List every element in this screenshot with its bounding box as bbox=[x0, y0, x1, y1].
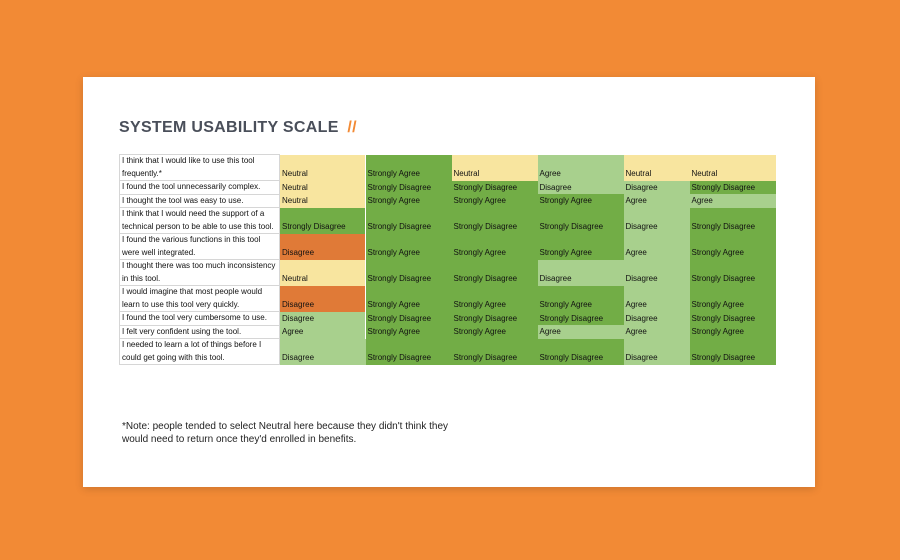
page-title: SYSTEM USABILITY SCALE // bbox=[119, 119, 357, 137]
response-cell: Neutral bbox=[689, 154, 776, 181]
response-cell: Strongly Agree bbox=[537, 285, 624, 312]
response-cell: Strongly Agree bbox=[537, 194, 624, 208]
response-cell: Strongly Disagree bbox=[451, 338, 538, 365]
response-cell: Strongly Disagree bbox=[451, 259, 538, 286]
response-cell: Strongly Agree bbox=[451, 285, 538, 312]
response-cell: Strongly Agree bbox=[689, 285, 776, 312]
response-cell: Disagree bbox=[623, 311, 690, 325]
question-cell: I would imagine that most people would l… bbox=[119, 285, 280, 312]
question-cell: I needed to learn a lot of things before… bbox=[119, 338, 280, 365]
response-cell: Disagree bbox=[537, 180, 624, 194]
response-cell: Strongly Disagree bbox=[451, 311, 538, 325]
table-row: I thought the tool was easy to use. Neutr… bbox=[119, 193, 776, 208]
table-row: I thought there was too much inconsisten… bbox=[119, 259, 776, 286]
response-cell: Strongly Agree bbox=[365, 325, 452, 339]
response-cell: Strongly Agree bbox=[451, 194, 538, 208]
response-cell: Disagree bbox=[623, 180, 690, 194]
response-cell: Disagree bbox=[279, 338, 366, 365]
table-row: I needed to learn a lot of things before… bbox=[119, 338, 776, 365]
response-cell: Agree bbox=[623, 233, 690, 260]
response-cell: Agree bbox=[623, 285, 690, 312]
response-cell: Strongly Disagree bbox=[451, 207, 538, 234]
table-row: I found the various functions in this to… bbox=[119, 233, 776, 260]
response-cell: Disagree bbox=[623, 259, 690, 286]
question-cell: I thought the tool was easy to use. bbox=[119, 193, 280, 208]
response-cell: Strongly Disagree bbox=[365, 259, 452, 286]
response-cell: Strongly Agree bbox=[451, 233, 538, 260]
question-cell: I think that I would need the support of… bbox=[119, 207, 280, 234]
question-cell: I thought there was too much inconsisten… bbox=[119, 259, 280, 286]
response-cell: Neutral bbox=[623, 154, 690, 181]
response-cell: Strongly Disagree bbox=[537, 207, 624, 234]
question-cell: I think that I would like to use this to… bbox=[119, 154, 280, 181]
table-row: I would imagine that most people would l… bbox=[119, 285, 776, 312]
response-cell: Neutral bbox=[451, 154, 538, 181]
response-cell: Strongly Disagree bbox=[537, 338, 624, 365]
question-cell: I found the various functions in this to… bbox=[119, 233, 280, 260]
title-accent: // bbox=[347, 119, 357, 136]
response-cell: Agree bbox=[279, 325, 366, 339]
response-cell: Agree bbox=[537, 325, 624, 339]
sus-table-body: I think that I would like to use this to… bbox=[119, 154, 776, 365]
response-cell: Strongly Disagree bbox=[365, 180, 452, 194]
table-row: I think that I would like to use this to… bbox=[119, 154, 776, 181]
response-cell: Agree bbox=[689, 194, 776, 208]
table-row: I felt very confident using the tool. Agr… bbox=[119, 324, 776, 339]
response-cell: Disagree bbox=[537, 259, 624, 286]
response-cell: Strongly Disagree bbox=[689, 259, 776, 286]
response-cell: Strongly Agree bbox=[365, 154, 452, 181]
table-row: I think that I would need the support of… bbox=[119, 207, 776, 234]
response-cell: Strongly Disagree bbox=[365, 207, 452, 234]
response-cell: Agree bbox=[537, 154, 624, 181]
response-cell: Strongly Disagree bbox=[689, 338, 776, 365]
response-cell: Agree bbox=[623, 194, 690, 208]
response-cell: Neutral bbox=[279, 259, 366, 286]
response-cell: Strongly Disagree bbox=[689, 207, 776, 234]
response-cell: Strongly Disagree bbox=[537, 311, 624, 325]
response-cell: Strongly Agree bbox=[537, 233, 624, 260]
response-cell: Strongly Disagree bbox=[689, 180, 776, 194]
response-cell: Disagree bbox=[623, 207, 690, 234]
response-cell: Disagree bbox=[279, 233, 366, 260]
footnote-line-2: would need to return once they'd enrolle… bbox=[122, 434, 357, 445]
response-cell: Strongly Agree bbox=[365, 285, 452, 312]
slide-card: SYSTEM USABILITY SCALE // I think that I… bbox=[83, 77, 815, 487]
question-cell: I found the tool very cumbersome to use. bbox=[119, 311, 280, 326]
response-cell: Strongly Agree bbox=[451, 325, 538, 339]
response-cell: Disagree bbox=[623, 338, 690, 365]
response-cell: Strongly Agree bbox=[689, 233, 776, 260]
response-cell: Neutral bbox=[279, 180, 366, 194]
response-cell: Neutral bbox=[279, 154, 366, 181]
table-row: I found the tool unnecessarily complex. N… bbox=[119, 180, 776, 195]
table-row: I found the tool very cumbersome to use.… bbox=[119, 311, 776, 326]
response-cell: Agree bbox=[623, 325, 690, 339]
response-cell: Strongly Agree bbox=[365, 194, 452, 208]
response-cell: Strongly Disagree bbox=[365, 311, 452, 325]
response-cell: Disagree bbox=[279, 311, 366, 325]
response-cell: Strongly Disagree bbox=[451, 180, 538, 194]
question-cell: I found the tool unnecessarily complex. bbox=[119, 180, 280, 195]
response-cell: Strongly Agree bbox=[689, 325, 776, 339]
footnote-line-1: *Note: people tended to select Neutral h… bbox=[122, 421, 449, 432]
page-title-text: SYSTEM USABILITY SCALE bbox=[119, 119, 339, 136]
response-cell: Strongly Disagree bbox=[365, 338, 452, 365]
response-cell: Strongly Agree bbox=[365, 233, 452, 260]
response-cell: Strongly Disagree bbox=[279, 207, 366, 234]
sus-table: I think that I would like to use this to… bbox=[119, 154, 776, 365]
response-cell: Disagree bbox=[279, 285, 366, 312]
response-cell: Neutral bbox=[279, 194, 366, 208]
response-cell: Strongly Disagree bbox=[689, 311, 776, 325]
question-cell: I felt very confident using the tool. bbox=[119, 324, 280, 339]
footnote: *Note: people tended to select Neutral h… bbox=[122, 420, 522, 446]
